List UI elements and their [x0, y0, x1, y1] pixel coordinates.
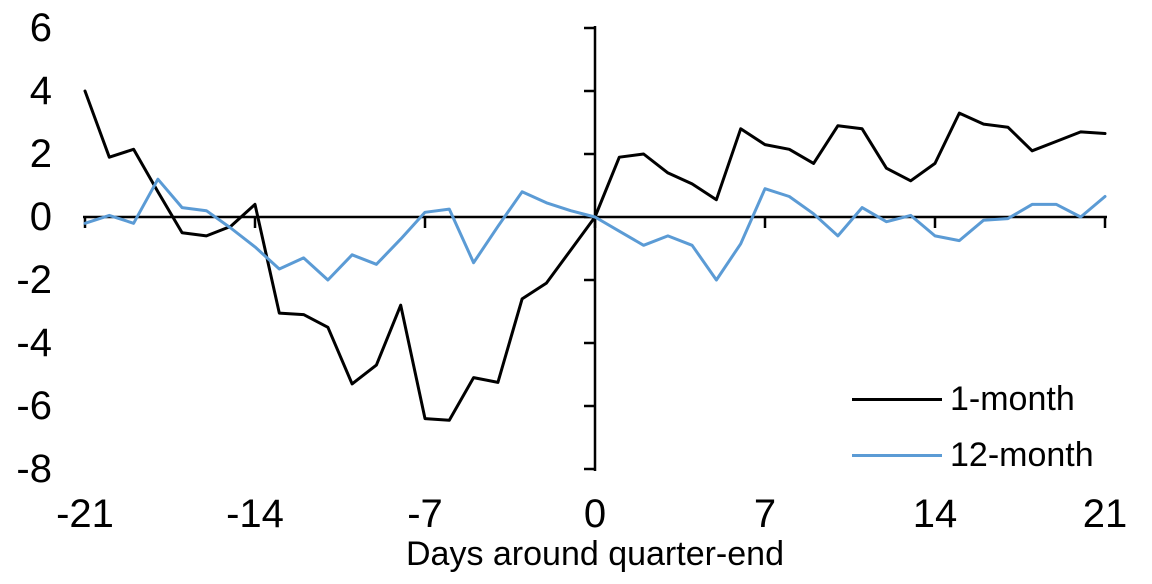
y-tick-label: -2: [16, 258, 52, 302]
y-tick-label: -4: [16, 321, 52, 365]
y-tick-label: 4: [29, 69, 52, 113]
legend-line-sample-12-month: [852, 453, 942, 457]
legend-item-12-month: 12-month: [852, 434, 1094, 476]
x-tick-label: 21: [1082, 492, 1128, 536]
legend-label: 1-month: [950, 380, 1075, 418]
y-tick-label: 0: [29, 195, 52, 239]
y-tick-label: -6: [16, 384, 52, 428]
x-tick-label: 0: [583, 492, 607, 536]
series-line-12-month: [83, 177, 1107, 282]
x-tick-label: 14: [912, 492, 958, 536]
legend-line-sample-1-month: [852, 397, 942, 401]
y-tick-label: -8: [16, 447, 52, 491]
x-tick-label: 7: [753, 492, 777, 536]
legend-item-1-month: 1-month: [852, 378, 1094, 420]
x-tick-label: -7: [407, 492, 443, 536]
x-tick-label: -21: [56, 492, 114, 536]
y-tick-label: 2: [29, 132, 52, 176]
x-tick-label: -14: [226, 492, 284, 536]
x-axis-title: Days around quarter-end: [405, 535, 784, 573]
legend: 1-month 12-month: [852, 378, 1094, 476]
legend-label: 12-month: [950, 436, 1094, 474]
y-tick-label: 6: [29, 6, 52, 50]
